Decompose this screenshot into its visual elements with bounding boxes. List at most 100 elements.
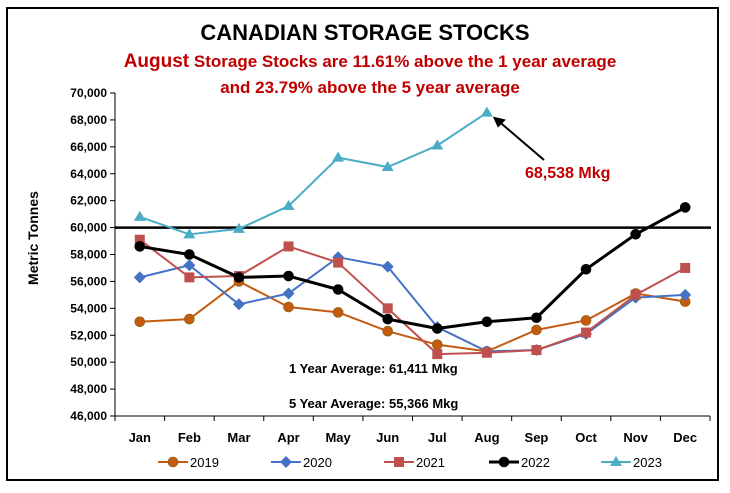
x-tick-label: Jul [428, 430, 447, 445]
data-point-2022 [184, 249, 195, 260]
data-point-2023 [480, 106, 493, 117]
x-tick-label: Aug [474, 430, 499, 445]
chart-subtitle-line1: August Storage Stocks are 11.61% above t… [0, 51, 730, 73]
y-tick-label: 54,000 [70, 301, 107, 315]
legend: 2019 2020 2021 2022 2023 [158, 455, 662, 470]
chart-subtitle-line2: and 23.79% above the 5 year average [220, 78, 520, 97]
legend-item-2019: 2019 [158, 455, 219, 470]
y-tick-label: 62,000 [70, 194, 107, 208]
legend-marker-2019 [167, 456, 179, 468]
data-point-2021 [333, 257, 344, 268]
data-point-2019 [332, 307, 344, 318]
x-tick-label: Nov [623, 430, 648, 445]
axes: 46,000 48,000 50,000 52,000 54,000 56,000 58,0… [70, 86, 711, 445]
data-point-2019 [184, 313, 195, 325]
y-tick-label: 58,000 [70, 248, 107, 262]
data-point-2019 [580, 315, 592, 326]
data-point-2022 [679, 202, 691, 213]
data-point-2020 [133, 271, 146, 284]
series-line-2019 [139, 280, 686, 353]
x-tick-label: Mar [227, 430, 250, 445]
x-tick-label: Apr [277, 430, 299, 445]
data-point-2023 [282, 200, 295, 211]
legend-marker-2020 [280, 456, 292, 468]
data-point-2021 [283, 241, 294, 252]
x-tick-label: Dec [673, 430, 697, 445]
data-point-2021 [630, 289, 641, 300]
series-line-2022 [139, 206, 686, 331]
legend-item-2022: 2022 [489, 455, 550, 470]
series-line-2021 [139, 238, 686, 356]
y-tick-label: 68,000 [70, 113, 107, 127]
five-year-average-label: 5 Year Average: 55,366 Mkg [289, 396, 458, 411]
data-point-2020 [282, 287, 295, 300]
y-tick-label: 48,000 [70, 382, 107, 396]
data-point-2020 [679, 288, 692, 301]
chart-frame [6, 7, 719, 481]
subtitle-month: August [123, 51, 190, 72]
data-point-2019 [531, 324, 542, 336]
data-point-2021 [134, 234, 145, 245]
chart-title: CANADIAN STORAGE STOCKS [200, 20, 530, 45]
x-tick-label: Feb [178, 430, 201, 445]
data-point-2021 [184, 272, 195, 283]
data-point-2022 [233, 272, 245, 283]
legend-label-2022: 2022 [521, 455, 550, 470]
data-point-2022 [431, 323, 443, 334]
legend-marker-2023 [610, 456, 622, 466]
data-point-2022 [134, 241, 146, 252]
legend-label-2019: 2019 [190, 455, 219, 470]
one-year-average-label: 1 Year Average: 61,411 Mkg [289, 361, 458, 376]
data-point-2022 [630, 229, 641, 240]
data-point-2019 [134, 316, 146, 328]
data-point-2021 [382, 303, 393, 314]
legend-item-2020: 2020 [271, 455, 332, 470]
y-tick-label: 56,000 [70, 274, 107, 288]
data-point-2022 [332, 284, 344, 295]
legend-marker-2021 [394, 457, 404, 467]
data-point-2023 [183, 228, 196, 239]
subtitle-line1-text: Storage Stocks are 11.61% above the 1 ye… [189, 52, 617, 71]
data-point-2022 [481, 316, 493, 328]
data-point-2021 [581, 327, 592, 338]
data-point-2021 [531, 345, 542, 356]
data-point-2021 [680, 262, 691, 273]
data-point-2021 [432, 349, 443, 360]
y-tick-label: 60,000 [70, 221, 107, 235]
y-tick-label: 66,000 [70, 140, 107, 154]
series-2022 [134, 202, 691, 334]
data-point-2020 [381, 260, 394, 273]
data-point-2020 [183, 259, 196, 272]
series-line-2023 [139, 111, 488, 236]
data-point-2023 [332, 151, 345, 162]
x-tick-label: May [325, 430, 351, 445]
data-point-2022 [283, 270, 294, 282]
data-point-2023 [381, 161, 394, 172]
y-tick-label: 52,000 [70, 328, 107, 342]
annotations: 68,538 Mkg 1 Year Average: 61,411 Mkg 5 Ye… [289, 116, 610, 411]
data-point-2023 [431, 139, 444, 150]
callout-arrow-line [496, 118, 545, 161]
callout-arrow-head [492, 116, 506, 128]
data-point-2022 [382, 313, 394, 325]
series-2023 [133, 106, 493, 239]
series-group [133, 106, 692, 360]
data-point-2019 [382, 325, 394, 337]
legend-item-2021: 2021 [384, 455, 445, 470]
legend-marker-2022 [498, 456, 510, 468]
data-point-2019 [283, 301, 294, 313]
data-point-2021 [481, 347, 492, 358]
y-tick-label: 46,000 [70, 409, 107, 423]
data-point-2023 [232, 222, 245, 233]
x-tick-label: Oct [575, 430, 597, 445]
x-tick-label: Jun [376, 430, 399, 445]
data-point-2022 [580, 264, 592, 275]
y-tick-label: 64,000 [70, 167, 107, 181]
legend-label-2023: 2023 [633, 455, 662, 470]
legend-label-2020: 2020 [303, 455, 332, 470]
data-point-2019 [431, 339, 443, 350]
legend-label-2021: 2021 [416, 455, 445, 470]
y-tick-label: 70,000 [70, 86, 107, 100]
x-tick-label: Jan [129, 430, 151, 445]
